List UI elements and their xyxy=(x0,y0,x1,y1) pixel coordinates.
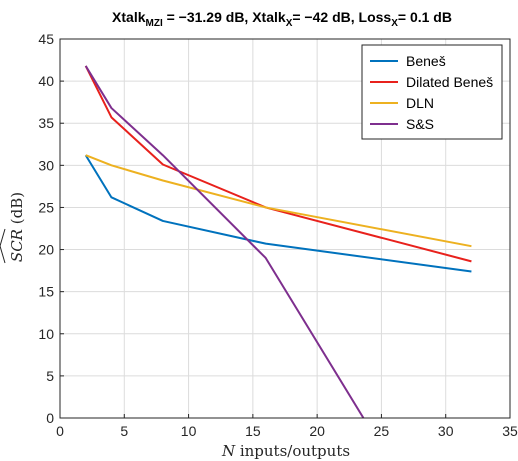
x-tick-label: 30 xyxy=(438,423,454,439)
y-tick-label: 0 xyxy=(46,410,54,426)
title-text-1: = −42 dB, xyxy=(292,9,358,25)
series-line-0 xyxy=(84,154,472,273)
y-tick-label: 25 xyxy=(38,199,54,215)
x-tick-label: 10 xyxy=(181,423,197,439)
x-tick-label: 35 xyxy=(502,423,518,439)
title-subscript-1: X xyxy=(286,18,293,29)
series-group xyxy=(84,65,472,418)
y-axis-label: SCR (dB) xyxy=(8,192,26,262)
title-part-1: Xtalk xyxy=(252,9,286,25)
x-axis-ticks: 0 5 10 15 20 25 30 35 xyxy=(56,414,518,439)
y-tick-label: 5 xyxy=(46,368,54,384)
x-tick-label: 0 xyxy=(56,423,64,439)
y-tick-label: 40 xyxy=(38,73,54,89)
x-tick-label: 5 xyxy=(120,423,128,439)
x-label-text: inputs/outputs xyxy=(235,442,350,460)
legend-label-2: DLN xyxy=(406,95,434,111)
title-part-2: Loss xyxy=(359,9,392,25)
series-line-3 xyxy=(84,65,365,418)
y-axis-ticks: 0 5 10 15 20 25 30 35 40 45 xyxy=(38,31,64,426)
x-tick-label: 20 xyxy=(309,423,325,439)
y-label-hat xyxy=(0,228,6,264)
y-tick-label: 30 xyxy=(38,157,54,173)
legend-label-0: Beneš xyxy=(406,53,446,69)
legend: Beneš Dilated Beneš DLN S&S xyxy=(361,44,503,140)
title-subscript-2: X xyxy=(391,18,398,29)
y-tick-label: 45 xyxy=(38,31,54,47)
chart-title: XtalkMZI = −31.29 dB, XtalkX= −42 dB, Lo… xyxy=(112,9,452,29)
y-label-text: (dB) xyxy=(8,192,26,229)
title-text-2: = 0.1 dB xyxy=(398,9,452,25)
x-axis-label: N inputs/outputs xyxy=(221,442,350,460)
series-line-2 xyxy=(85,154,472,248)
x-tick-label: 15 xyxy=(245,423,261,439)
y-label-italic: SCR xyxy=(8,229,26,262)
y-tick-label: 35 xyxy=(38,115,54,131)
y-tick-label: 20 xyxy=(38,242,54,258)
y-tick-label: 15 xyxy=(38,284,54,300)
x-label-italic: N xyxy=(221,442,236,460)
legend-label-1: Dilated Beneš xyxy=(406,74,493,90)
title-part-0: Xtalk xyxy=(112,9,146,25)
y-tick-label: 10 xyxy=(38,326,54,342)
title-text-0: = −31.29 dB, xyxy=(163,9,253,25)
series-line-1 xyxy=(84,65,472,263)
legend-label-3: S&S xyxy=(406,116,434,132)
title-subscript-0: MZI xyxy=(146,18,163,29)
x-tick-label: 25 xyxy=(374,423,390,439)
plot-frame xyxy=(59,38,511,419)
